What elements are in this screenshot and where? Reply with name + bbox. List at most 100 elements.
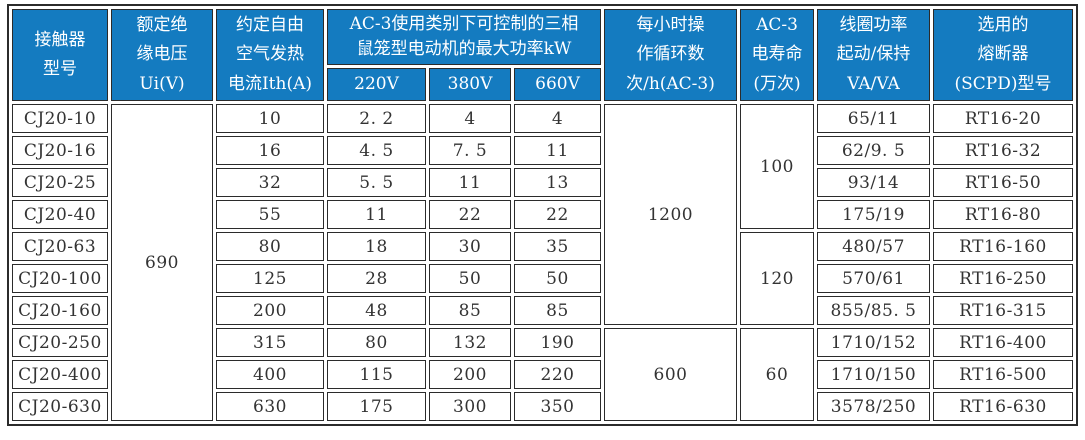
cell-kw-660v: 4 (514, 104, 601, 133)
cell-ith: 315 (216, 328, 324, 357)
cell-model: CJ20-25 (12, 168, 108, 197)
cell-model: CJ20-10 (12, 104, 108, 133)
header-380v: 380V (429, 68, 511, 101)
cell-ith: 630 (216, 392, 324, 421)
cell-coil-power: 93/14 (817, 168, 930, 197)
cell-fuse: RT16-400 (933, 328, 1073, 357)
cell-ith: 125 (216, 264, 324, 293)
cell-fuse: RT16-80 (933, 200, 1073, 229)
cell-fuse: RT16-20 (933, 104, 1073, 133)
cell-fuse: RT16-315 (933, 296, 1073, 325)
cell-kw-220v: 2. 2 (327, 104, 426, 133)
header-fuse-model: 选用的 熔断器 (SCPD)型号 (933, 9, 1073, 101)
cell-kw-220v: 115 (327, 360, 426, 389)
cell-model: CJ20-250 (12, 328, 108, 357)
table-row: CJ20-40 55 11 22 22 175/19 RT16-80 (12, 200, 1073, 229)
cell-kw-380v: 7. 5 (429, 136, 511, 165)
cell-coil-power: 1710/150 (817, 360, 930, 389)
cell-ith: 80 (216, 232, 324, 261)
table-header: 接触器 型号 额定绝 缘电压 Ui(V) 约定自由 空气发热 电流Ith(A) … (12, 9, 1073, 101)
cell-ith: 55 (216, 200, 324, 229)
cell-fuse: RT16-50 (933, 168, 1073, 197)
header-coil-power: 线圈功率 起动/保持 VA/VA (817, 9, 930, 101)
cell-ith: 16 (216, 136, 324, 165)
cell-kw-220v: 18 (327, 232, 426, 261)
cell-ith: 10 (216, 104, 324, 133)
cell-kw-220v: 11 (327, 200, 426, 229)
header-ac3-electrical-life: AC-3 电寿命 (万次) (740, 9, 814, 101)
cell-kw-380v: 300 (429, 392, 511, 421)
table-body: CJ20-10 690 10 2. 2 4 4 1200 100 65/11 R… (12, 104, 1073, 421)
header-contactor-model: 接触器 型号 (12, 9, 108, 101)
cell-kw-380v: 50 (429, 264, 511, 293)
table-row: CJ20-100 125 28 50 50 570/61 RT16-250 (12, 264, 1073, 293)
header-220v: 220V (327, 68, 426, 101)
cell-coil-power: 855/85. 5 (817, 296, 930, 325)
cell-coil-power: 3578/250 (817, 392, 930, 421)
cell-coil-power: 175/19 (817, 200, 930, 229)
cell-kw-660v: 22 (514, 200, 601, 229)
cell-kw-220v: 4. 5 (327, 136, 426, 165)
header-rated-insulation-voltage: 额定绝 缘电压 Ui(V) (111, 9, 213, 101)
table-row: CJ20-10 690 10 2. 2 4 4 1200 100 65/11 R… (12, 104, 1073, 421)
cell-ith: 400 (216, 360, 324, 389)
cell-kw-380v: 30 (429, 232, 511, 261)
table-row: CJ20-63 80 18 30 35 120 480/57 RT16-160 (12, 232, 1073, 325)
cell-coil-power: 1710/152 (817, 328, 930, 357)
cell-fuse: RT16-500 (933, 360, 1073, 389)
cell-kw-380v: 11 (429, 168, 511, 197)
cell-kw-380v: 85 (429, 296, 511, 325)
cell-kw-220v: 28 (327, 264, 426, 293)
cell-model: CJ20-160 (12, 296, 108, 325)
cell-kw-660v: 220 (514, 360, 601, 389)
cell-ith: 32 (216, 168, 324, 197)
cell-kw-660v: 11 (514, 136, 601, 165)
cell-cycles-1200: 1200 (604, 104, 737, 325)
table-row: CJ20-630 630 175 300 350 3578/250 RT16-6… (12, 392, 1073, 421)
cell-kw-660v: 50 (514, 264, 601, 293)
table-row: CJ20-16 16 4. 5 7. 5 11 62/9. 5 RT16-32 (12, 136, 1073, 165)
cell-cycles-600: 600 (604, 328, 737, 421)
cell-model: CJ20-100 (12, 264, 108, 293)
header-cycles-per-hour: 每小时操 作循环数 次/h(AC-3) (604, 9, 737, 101)
cell-kw-660v: 190 (514, 328, 601, 357)
header-thermal-current: 约定自由 空气发热 电流Ith(A) (216, 9, 324, 101)
cell-model: CJ20-40 (12, 200, 108, 229)
cell-model: CJ20-630 (12, 392, 108, 421)
table-row: CJ20-25 32 5. 5 11 13 93/14 RT16-50 (12, 168, 1073, 197)
table-row: CJ20-160 200 48 85 85 855/85. 5 RT16-315 (12, 296, 1073, 325)
cell-kw-220v: 5. 5 (327, 168, 426, 197)
contactor-spec-table: 接触器 型号 额定绝 缘电压 Ui(V) 约定自由 空气发热 电流Ith(A) … (7, 4, 1078, 426)
cell-coil-power: 62/9. 5 (817, 136, 930, 165)
cell-model: CJ20-400 (12, 360, 108, 389)
cell-kw-660v: 350 (514, 392, 601, 421)
cell-kw-220v: 48 (327, 296, 426, 325)
cell-coil-power: 480/57 (817, 232, 930, 261)
cell-kw-660v: 13 (514, 168, 601, 197)
table-row: CJ20-400 400 115 200 220 1710/150 RT16-5… (12, 360, 1073, 389)
cell-kw-380v: 22 (429, 200, 511, 229)
cell-fuse: RT16-160 (933, 232, 1073, 261)
cell-ui-voltage: 690 (111, 104, 213, 421)
cell-kw-220v: 80 (327, 328, 426, 357)
cell-life-60: 60 (740, 328, 814, 421)
cell-kw-660v: 35 (514, 232, 601, 261)
cell-life-100: 100 (740, 104, 814, 229)
cell-fuse: RT16-32 (933, 136, 1073, 165)
cell-coil-power: 570/61 (817, 264, 930, 293)
cell-model: CJ20-16 (12, 136, 108, 165)
cell-life-120: 120 (740, 232, 814, 325)
cell-ith: 200 (216, 296, 324, 325)
cell-coil-power: 65/11 (817, 104, 930, 133)
cell-kw-380v: 200 (429, 360, 511, 389)
table-row: CJ20-250 315 80 132 190 600 60 1710/152 … (12, 328, 1073, 421)
cell-kw-220v: 175 (327, 392, 426, 421)
cell-fuse: RT16-250 (933, 264, 1073, 293)
cell-model: CJ20-63 (12, 232, 108, 261)
cell-fuse: RT16-630 (933, 392, 1073, 421)
header-660v: 660V (514, 68, 601, 101)
cell-kw-380v: 4 (429, 104, 511, 133)
cell-kw-380v: 132 (429, 328, 511, 357)
cell-kw-660v: 85 (514, 296, 601, 325)
header-ac3-max-power-group: AC-3使用类别下可控制的三相 鼠笼型电动机的最大功率kW (327, 9, 601, 65)
